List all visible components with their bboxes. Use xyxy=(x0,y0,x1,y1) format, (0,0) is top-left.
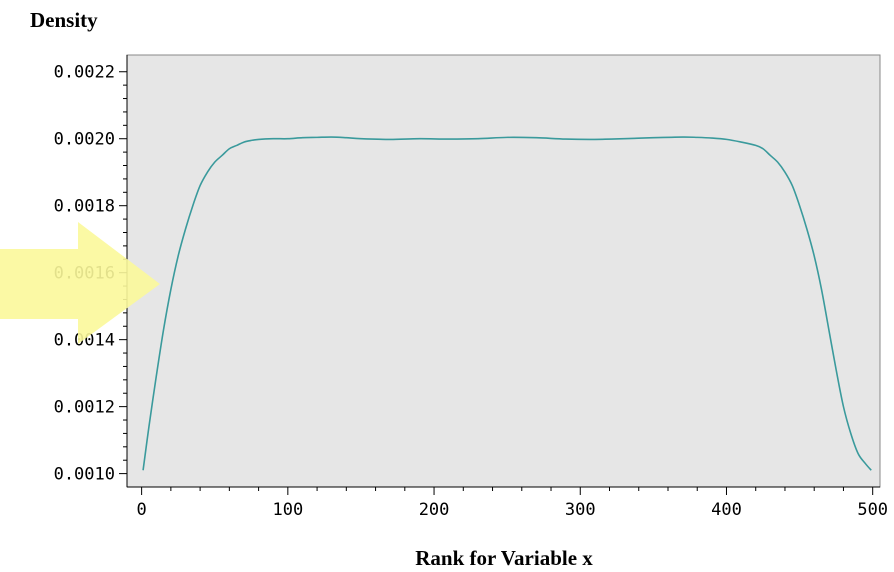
x-axis: 0 100 200 300 400 500 xyxy=(127,486,888,520)
x-tick-label: 500 xyxy=(857,500,888,520)
y-tick-label: 0.0012 xyxy=(54,398,115,418)
y-axis-title: Density xyxy=(30,8,98,32)
x-tick-label: 400 xyxy=(711,500,742,520)
density-line xyxy=(142,136,872,471)
x-tick-label: 200 xyxy=(419,500,450,520)
y-tick-label: 0.0014 xyxy=(54,331,115,351)
plot-area xyxy=(126,54,881,488)
y-tick-label: 0.0020 xyxy=(54,130,115,150)
y-tick-label: 0.0010 xyxy=(54,465,115,485)
x-tick-label: 100 xyxy=(272,500,303,520)
y-tick-label: 0.0022 xyxy=(54,63,115,83)
x-axis-title: Rank for Variable x xyxy=(415,546,593,570)
x-tick-label: 0 xyxy=(136,500,146,520)
x-tick-label: 300 xyxy=(565,500,596,520)
y-tick-label: 0.0018 xyxy=(54,197,115,217)
arrow-right-icon xyxy=(0,222,160,344)
